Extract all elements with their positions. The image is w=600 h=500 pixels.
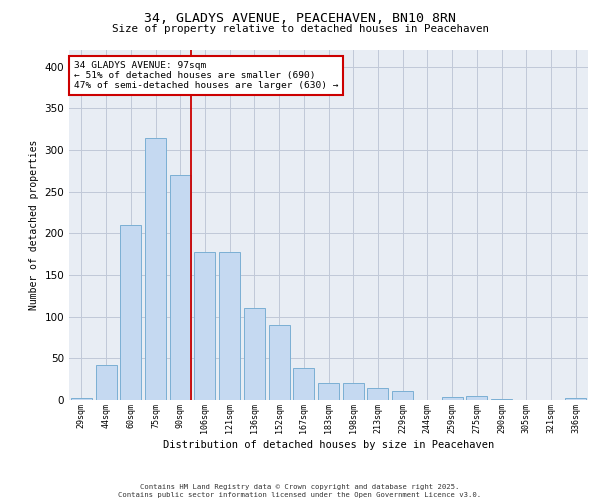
- Bar: [95, 365, 116, 400]
- Bar: [343, 382, 364, 400]
- Bar: [145, 138, 166, 400]
- Text: Size of property relative to detached houses in Peacehaven: Size of property relative to detached ho…: [112, 24, 488, 34]
- Bar: [318, 384, 339, 400]
- Bar: [219, 252, 240, 400]
- Bar: [565, 398, 586, 400]
- Y-axis label: Number of detached properties: Number of detached properties: [29, 140, 39, 310]
- Text: 34, GLADYS AVENUE, PEACEHAVEN, BN10 8RN: 34, GLADYS AVENUE, PEACEHAVEN, BN10 8RN: [144, 12, 456, 26]
- Bar: [244, 308, 265, 400]
- Bar: [170, 175, 191, 400]
- Bar: [120, 225, 141, 400]
- Bar: [293, 368, 314, 400]
- Bar: [194, 252, 215, 400]
- Bar: [269, 325, 290, 400]
- Bar: [442, 396, 463, 400]
- Bar: [466, 396, 487, 400]
- X-axis label: Distribution of detached houses by size in Peacehaven: Distribution of detached houses by size …: [163, 440, 494, 450]
- Bar: [71, 398, 92, 400]
- Bar: [392, 391, 413, 400]
- Text: 34 GLADYS AVENUE: 97sqm
← 51% of detached houses are smaller (690)
47% of semi-d: 34 GLADYS AVENUE: 97sqm ← 51% of detache…: [74, 60, 338, 90]
- Bar: [367, 388, 388, 400]
- Bar: [491, 399, 512, 400]
- Text: Contains HM Land Registry data © Crown copyright and database right 2025.
Contai: Contains HM Land Registry data © Crown c…: [118, 484, 482, 498]
